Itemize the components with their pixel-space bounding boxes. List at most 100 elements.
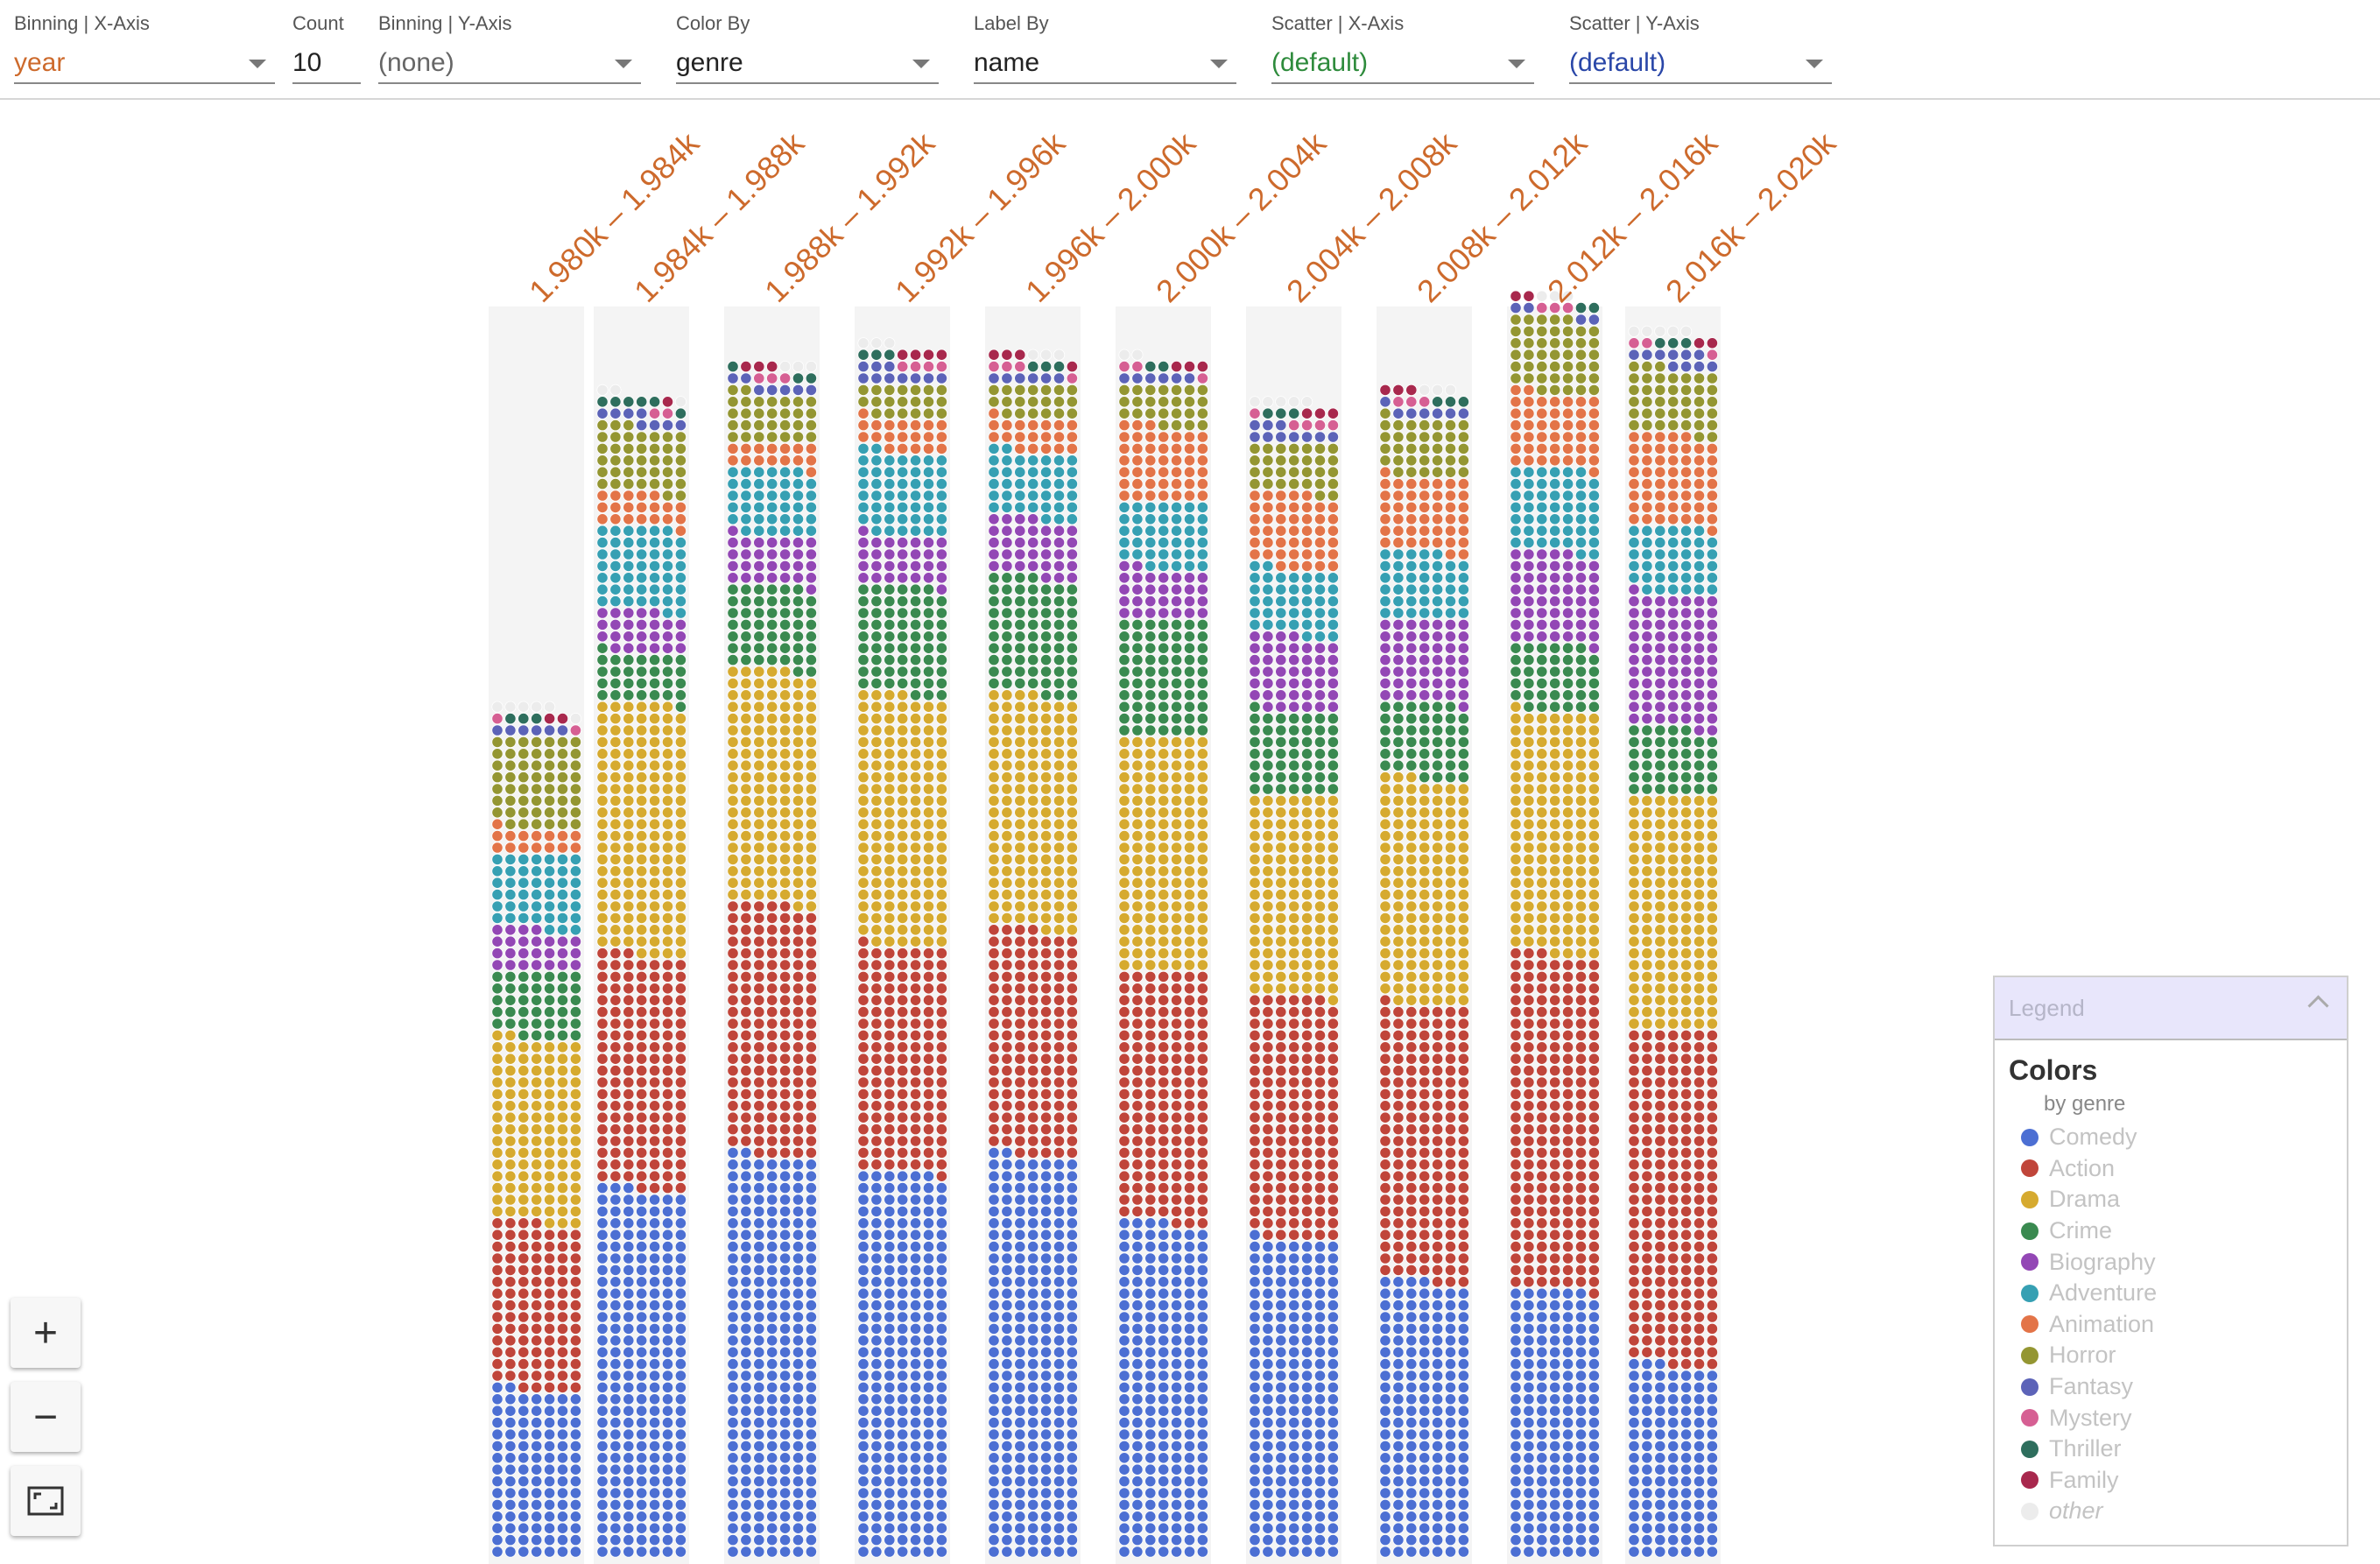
movie-dot[interactable] bbox=[884, 842, 896, 854]
movie-dot[interactable] bbox=[543, 807, 556, 819]
movie-dot[interactable] bbox=[1053, 712, 1066, 725]
movie-dot[interactable] bbox=[569, 1065, 582, 1077]
movie-dot[interactable] bbox=[556, 877, 569, 889]
movie-dot[interactable] bbox=[661, 807, 674, 819]
movie-dot[interactable] bbox=[1014, 865, 1026, 877]
movie-dot[interactable] bbox=[1118, 1006, 1130, 1018]
movie-dot[interactable] bbox=[1262, 912, 1274, 925]
movie-dot[interactable] bbox=[1158, 360, 1170, 373]
movie-dot[interactable] bbox=[674, 1498, 687, 1511]
movie-dot[interactable] bbox=[661, 1393, 674, 1405]
movie-dot[interactable] bbox=[897, 1100, 909, 1112]
movie-dot[interactable] bbox=[792, 1088, 805, 1101]
movie-dot[interactable] bbox=[778, 783, 792, 795]
movie-dot[interactable] bbox=[1066, 490, 1079, 502]
movie-dot[interactable] bbox=[661, 1498, 674, 1511]
movie-dot[interactable] bbox=[1275, 1100, 1287, 1112]
movie-dot[interactable] bbox=[623, 1381, 635, 1394]
movie-dot[interactable] bbox=[1432, 1511, 1444, 1523]
movie-dot[interactable] bbox=[674, 501, 687, 514]
movie-dot[interactable] bbox=[884, 959, 896, 971]
movie-dot[interactable] bbox=[1301, 1534, 1313, 1546]
movie-dot[interactable] bbox=[1405, 1300, 1418, 1312]
movie-dot[interactable] bbox=[1444, 1311, 1457, 1323]
movie-dot[interactable] bbox=[1249, 1522, 1261, 1534]
movie-dot[interactable] bbox=[1313, 1393, 1327, 1405]
movie-dot[interactable] bbox=[1066, 1322, 1079, 1335]
movie-dot[interactable] bbox=[1040, 1053, 1053, 1065]
movie-dot[interactable] bbox=[1313, 1522, 1327, 1534]
movie-dot[interactable] bbox=[636, 1018, 648, 1030]
movie-dot[interactable] bbox=[870, 548, 883, 560]
movie-dot[interactable] bbox=[1275, 1476, 1287, 1488]
movie-dot[interactable] bbox=[569, 1217, 582, 1229]
movie-dot[interactable] bbox=[674, 829, 687, 842]
movie-dot[interactable] bbox=[1001, 1358, 1013, 1370]
movie-dot[interactable] bbox=[531, 865, 543, 877]
movie-dot[interactable] bbox=[1249, 1358, 1261, 1370]
movie-dot[interactable] bbox=[1027, 513, 1039, 525]
movie-dot[interactable] bbox=[1158, 372, 1170, 384]
movie-dot[interactable] bbox=[870, 783, 883, 795]
movie-dot[interactable] bbox=[1183, 1417, 1196, 1429]
movie-dot[interactable] bbox=[504, 1370, 517, 1382]
movie-dot[interactable] bbox=[1419, 1287, 1431, 1300]
movie-dot[interactable] bbox=[518, 1428, 530, 1441]
movie-dot[interactable] bbox=[1301, 466, 1313, 478]
movie-dot[interactable] bbox=[1432, 1381, 1444, 1394]
movie-dot[interactable] bbox=[910, 1358, 922, 1370]
movie-dot[interactable] bbox=[556, 1205, 569, 1218]
movie-dot[interactable] bbox=[805, 419, 818, 432]
movie-dot[interactable] bbox=[518, 1088, 530, 1101]
movie-dot[interactable] bbox=[766, 1463, 778, 1476]
movie-dot[interactable] bbox=[1014, 935, 1026, 948]
movie-dot[interactable] bbox=[1001, 1300, 1013, 1312]
movie-dot[interactable] bbox=[518, 900, 530, 912]
movie-dot[interactable] bbox=[740, 360, 752, 373]
movie-dot[interactable] bbox=[1171, 384, 1183, 396]
movie-dot[interactable] bbox=[935, 1170, 948, 1182]
movie-dot[interactable] bbox=[884, 583, 896, 595]
movie-dot[interactable] bbox=[1158, 689, 1170, 701]
movie-dot[interactable] bbox=[1027, 349, 1039, 361]
movie-dot[interactable] bbox=[778, 948, 792, 960]
movie-dot[interactable] bbox=[1014, 677, 1026, 690]
movie-dot[interactable] bbox=[623, 689, 635, 701]
movie-dot[interactable] bbox=[504, 900, 517, 912]
movie-dot[interactable] bbox=[753, 1006, 765, 1018]
movie-dot[interactable] bbox=[674, 1381, 687, 1394]
movie-dot[interactable] bbox=[727, 360, 739, 373]
movie-dot[interactable] bbox=[870, 501, 883, 514]
movie-dot[interactable] bbox=[1144, 1463, 1157, 1476]
movie-dot[interactable] bbox=[897, 1065, 909, 1077]
movie-dot[interactable] bbox=[778, 372, 792, 384]
movie-dot[interactable] bbox=[1144, 853, 1157, 866]
movie-dot[interactable] bbox=[884, 1370, 896, 1382]
movie-dot[interactable] bbox=[1001, 900, 1013, 912]
movie-dot[interactable] bbox=[1118, 712, 1130, 725]
movie-dot[interactable] bbox=[531, 1440, 543, 1453]
movie-dot[interactable] bbox=[740, 1322, 752, 1335]
movie-dot[interactable] bbox=[792, 1111, 805, 1124]
movie-dot[interactable] bbox=[1432, 1335, 1444, 1347]
movie-dot[interactable] bbox=[596, 783, 609, 795]
movie-dot[interactable] bbox=[1379, 1358, 1391, 1370]
movie-dot[interactable] bbox=[636, 1287, 648, 1300]
movie-dot[interactable] bbox=[531, 935, 543, 948]
movie-dot[interactable] bbox=[740, 1100, 752, 1112]
movie-dot[interactable] bbox=[1158, 877, 1170, 889]
movie-dot[interactable] bbox=[1158, 501, 1170, 514]
movie-dot[interactable] bbox=[1196, 1417, 1209, 1429]
movie-dot[interactable] bbox=[1001, 1405, 1013, 1417]
movie-dot[interactable] bbox=[1392, 1534, 1405, 1546]
movie-dot[interactable] bbox=[623, 701, 635, 713]
movie-dot[interactable] bbox=[556, 736, 569, 749]
movie-dot[interactable] bbox=[753, 631, 765, 643]
movie-dot[interactable] bbox=[1196, 572, 1209, 584]
movie-dot[interactable] bbox=[674, 583, 687, 595]
movie-dot[interactable] bbox=[531, 712, 543, 725]
movie-dot[interactable] bbox=[922, 1546, 935, 1558]
movie-dot[interactable] bbox=[910, 712, 922, 725]
movie-dot[interactable] bbox=[753, 1370, 765, 1382]
movie-dot[interactable] bbox=[609, 513, 622, 525]
